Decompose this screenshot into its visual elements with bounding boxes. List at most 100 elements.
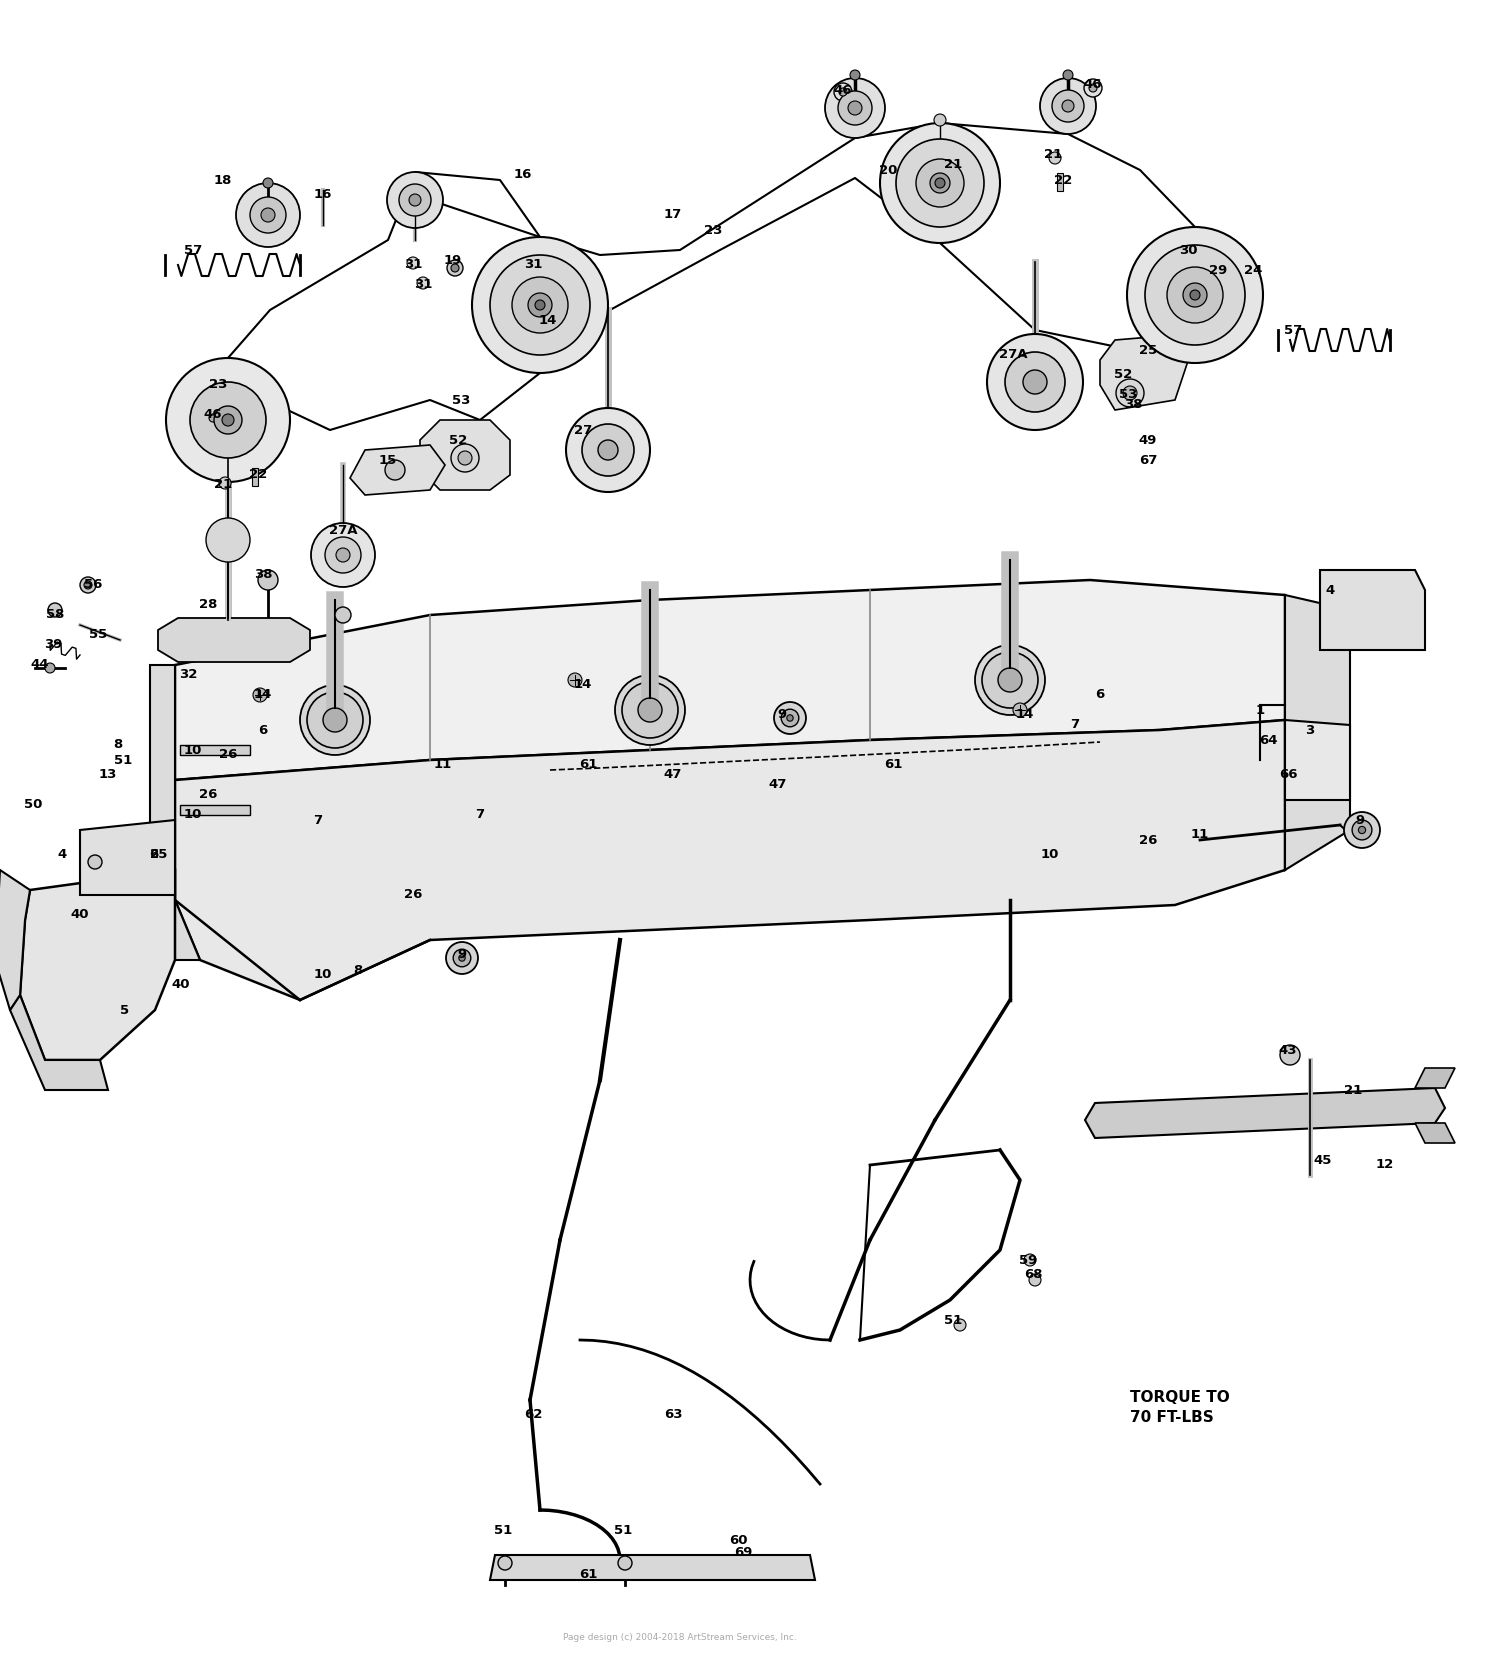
Circle shape <box>80 577 96 594</box>
Circle shape <box>987 334 1083 430</box>
Polygon shape <box>1100 336 1190 410</box>
Circle shape <box>262 179 273 189</box>
Circle shape <box>880 122 1001 243</box>
Text: 21: 21 <box>944 159 962 172</box>
Circle shape <box>1124 385 1137 400</box>
Circle shape <box>1064 69 1072 79</box>
Text: 7: 7 <box>1071 718 1080 731</box>
Text: 44: 44 <box>30 658 50 672</box>
Polygon shape <box>1286 595 1350 870</box>
Polygon shape <box>1414 1123 1455 1143</box>
Bar <box>252 468 258 486</box>
Polygon shape <box>150 665 200 959</box>
Text: 14: 14 <box>1016 708 1034 721</box>
Text: 46: 46 <box>204 409 222 422</box>
Text: 40: 40 <box>70 908 90 921</box>
Text: 57: 57 <box>1284 324 1302 336</box>
Circle shape <box>615 675 686 744</box>
Text: 29: 29 <box>1209 263 1227 276</box>
Bar <box>180 744 250 754</box>
Circle shape <box>386 460 405 480</box>
Circle shape <box>847 101 862 116</box>
Text: 11: 11 <box>433 759 451 771</box>
Text: 13: 13 <box>99 769 117 781</box>
Circle shape <box>538 311 552 324</box>
Text: 30: 30 <box>1179 243 1197 256</box>
Text: 69: 69 <box>734 1546 752 1560</box>
Circle shape <box>512 276 568 332</box>
Circle shape <box>1184 283 1208 308</box>
Text: ArtStream: ArtStream <box>650 810 750 830</box>
Circle shape <box>336 547 350 562</box>
Circle shape <box>236 184 300 246</box>
Circle shape <box>618 1556 632 1570</box>
Text: 47: 47 <box>664 769 682 781</box>
Circle shape <box>1344 812 1380 849</box>
Text: 58: 58 <box>46 609 64 622</box>
Text: 16: 16 <box>314 189 332 202</box>
Text: 7: 7 <box>314 814 322 827</box>
Text: 23: 23 <box>704 223 722 237</box>
Circle shape <box>453 949 471 968</box>
Circle shape <box>598 440 618 460</box>
Text: 23: 23 <box>209 379 226 392</box>
Circle shape <box>472 237 608 374</box>
Text: 52: 52 <box>448 433 466 447</box>
Polygon shape <box>0 870 30 1011</box>
Circle shape <box>638 698 662 723</box>
Circle shape <box>1040 78 1096 134</box>
Text: 49: 49 <box>1138 433 1156 447</box>
Polygon shape <box>420 420 510 490</box>
Polygon shape <box>158 619 310 662</box>
Text: 21: 21 <box>214 478 232 491</box>
Text: 46: 46 <box>834 83 852 96</box>
Text: 47: 47 <box>770 779 788 792</box>
Circle shape <box>930 174 950 194</box>
Text: 56: 56 <box>84 579 102 592</box>
Circle shape <box>166 357 290 481</box>
Circle shape <box>1024 1254 1036 1265</box>
Circle shape <box>998 668 1022 691</box>
Circle shape <box>490 255 590 356</box>
Text: 8: 8 <box>114 738 123 751</box>
Circle shape <box>258 571 278 590</box>
Circle shape <box>622 681 678 738</box>
Text: 51: 51 <box>114 754 132 766</box>
Text: 24: 24 <box>1244 263 1262 276</box>
Circle shape <box>982 652 1038 708</box>
Circle shape <box>1167 266 1222 323</box>
Text: 60: 60 <box>729 1533 747 1546</box>
Polygon shape <box>1414 1068 1455 1088</box>
Circle shape <box>975 645 1046 715</box>
Text: 61: 61 <box>579 759 597 771</box>
Circle shape <box>387 172 442 228</box>
Text: 31: 31 <box>404 258 422 271</box>
Text: TORQUE TO
70 FT-LBS: TORQUE TO 70 FT-LBS <box>1130 1389 1230 1424</box>
Circle shape <box>566 409 650 491</box>
Circle shape <box>1190 289 1200 299</box>
Circle shape <box>782 710 800 726</box>
Text: 40: 40 <box>171 979 190 991</box>
Text: 62: 62 <box>524 1409 542 1421</box>
Circle shape <box>458 452 472 465</box>
Text: 52: 52 <box>1114 369 1132 382</box>
Text: 8: 8 <box>354 964 363 976</box>
Circle shape <box>88 855 102 868</box>
Text: 10: 10 <box>184 744 202 756</box>
Circle shape <box>446 943 478 974</box>
Text: 39: 39 <box>44 638 62 652</box>
Polygon shape <box>176 719 1286 1001</box>
Text: 63: 63 <box>663 1409 682 1421</box>
Circle shape <box>410 194 422 207</box>
Text: 3: 3 <box>1305 723 1314 736</box>
Text: 46: 46 <box>1083 78 1102 91</box>
Circle shape <box>417 276 429 289</box>
Circle shape <box>528 293 552 318</box>
Text: 57: 57 <box>184 243 202 256</box>
Text: 20: 20 <box>879 164 897 177</box>
Circle shape <box>261 208 274 222</box>
Circle shape <box>896 139 984 227</box>
Circle shape <box>214 405 242 433</box>
Text: 1: 1 <box>1256 703 1264 716</box>
Text: 66: 66 <box>1278 769 1298 781</box>
